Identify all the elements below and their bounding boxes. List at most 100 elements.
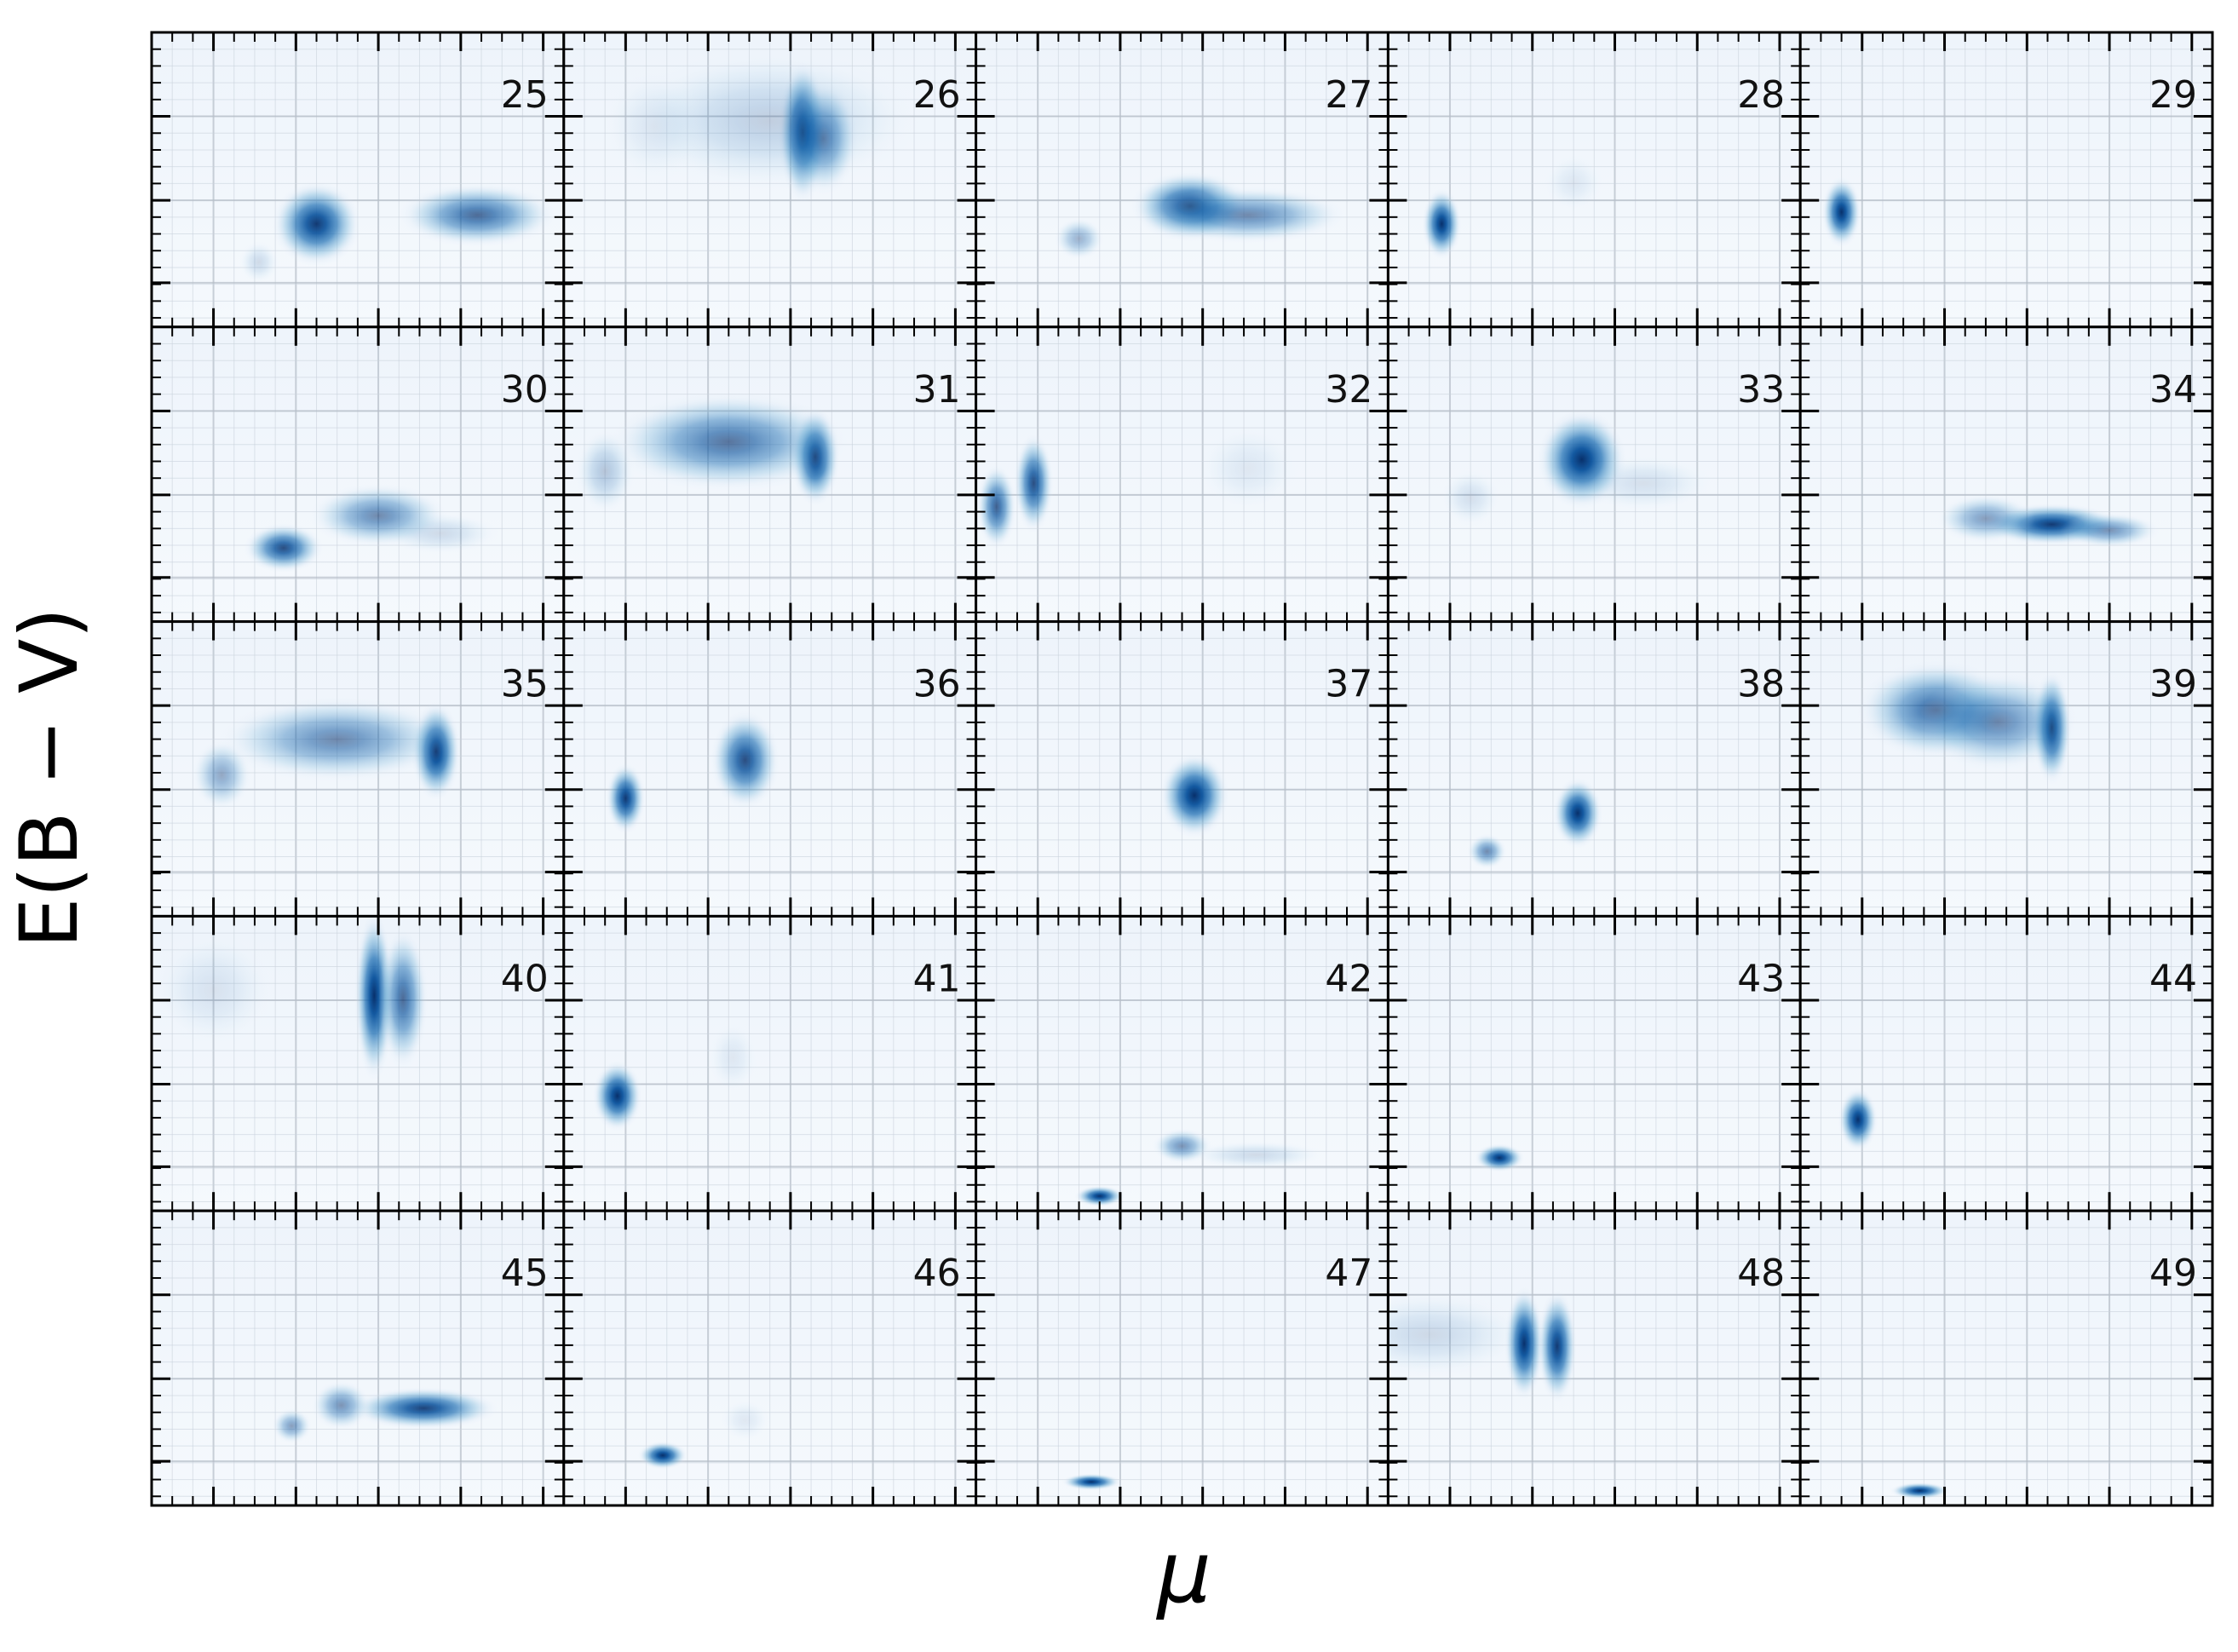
panel-label: 38 (1737, 663, 1785, 706)
density-blobs (244, 483, 500, 573)
panel-label: 49 (2149, 1252, 2197, 1295)
density-peak (244, 523, 324, 573)
density-peak (192, 739, 252, 810)
panel-43: 43 (1386, 914, 1802, 1212)
panel-ticks (1388, 620, 1801, 917)
density-blobs (637, 1398, 770, 1470)
panel-45: 45 (150, 1209, 566, 1507)
x-axis-label: μ (1155, 1522, 1211, 1622)
panel-label: 35 (501, 663, 549, 706)
density-blobs (1936, 493, 2160, 549)
density-peak (637, 1441, 688, 1470)
panel-30: 30 (150, 325, 566, 624)
density-peak (605, 70, 705, 184)
panel-gridlines (1388, 32, 1801, 327)
density-peak (1552, 777, 1602, 849)
density-blobs (153, 916, 429, 1081)
density-blobs (606, 711, 780, 834)
panel-gridlines (563, 326, 976, 622)
panel-label: 40 (501, 957, 549, 1000)
density-peak (1467, 833, 1507, 870)
panel-label: 44 (2149, 957, 2197, 1000)
density-peak (380, 511, 500, 555)
panel-ticks (1800, 32, 2212, 327)
panel-ticks (563, 915, 976, 1212)
density-peak (606, 763, 646, 834)
density-peak (2059, 512, 2160, 549)
density-blobs (192, 697, 461, 810)
density-peak (711, 711, 780, 810)
density-peak (311, 1380, 371, 1430)
panel-ticks (1388, 1210, 1801, 1505)
panel-ticks (152, 915, 564, 1212)
density-blobs (1054, 170, 1348, 260)
panel-label: 41 (913, 957, 961, 1000)
density-peak (1014, 433, 1054, 533)
density-peak (708, 1022, 758, 1093)
density-peak (1054, 217, 1104, 260)
density-peak (1838, 1087, 1878, 1152)
panel-gridlines (1800, 1210, 2212, 1505)
panel-31: 31 (562, 325, 978, 624)
density-blobs (1890, 1482, 1950, 1499)
density-blobs (605, 49, 918, 204)
density-peak (1821, 176, 1861, 248)
panel-label: 30 (501, 368, 549, 412)
density-blobs (1467, 777, 1602, 870)
density-blobs (575, 392, 848, 515)
panel-44: 44 (1798, 914, 2214, 1212)
panel-42: 42 (975, 914, 1389, 1212)
density-blobs (1838, 1087, 1878, 1152)
panels-layer: 25 26 27 28 29 30 31 32 33 34 35 36 37 38 39 40 41 42 43 44… (150, 31, 2214, 1507)
panel-33: 33 (1386, 325, 1802, 624)
density-peak (1574, 454, 1713, 512)
density-peak (976, 463, 1017, 550)
panel-label: 32 (1325, 368, 1372, 412)
panel-label: 26 (913, 73, 961, 117)
density-peak (1159, 752, 1229, 838)
density-peak (398, 183, 557, 247)
panel-47: 47 (975, 1209, 1389, 1507)
density-peak (1936, 493, 2035, 544)
panel-ticks (1800, 620, 2212, 917)
density-blobs (239, 181, 557, 284)
density-blobs (592, 1022, 758, 1131)
density-peak (349, 1386, 498, 1430)
density-blobs (1074, 1128, 1326, 1207)
panel-ticks (1800, 1210, 2212, 1505)
density-blobs (1159, 752, 1229, 838)
panel-label: 25 (501, 73, 549, 117)
panel-49: 49 (1798, 1209, 2214, 1507)
panel-39: 39 (1798, 620, 2214, 918)
panel-ticks (1800, 915, 2212, 1212)
density-peak (218, 697, 457, 782)
density-blobs (1856, 660, 2078, 785)
density-peak (1441, 469, 1500, 527)
panel-36: 36 (562, 620, 978, 918)
y-axis-label: E(B − V) (3, 607, 96, 948)
panel-label: 31 (913, 368, 961, 412)
panel-34: 34 (1798, 325, 2214, 624)
panel-ticks (975, 1210, 1389, 1505)
panel-gridlines (563, 915, 976, 1212)
panel-gridlines (1388, 915, 1801, 1212)
panel-37: 37 (975, 620, 1389, 918)
panel-label: 39 (2149, 663, 2197, 706)
density-blobs (1441, 410, 1713, 527)
panel-40: 40 (150, 914, 566, 1212)
panel-ticks (1800, 325, 2212, 622)
panel-46: 46 (562, 1209, 978, 1507)
panel-38: 38 (1386, 620, 1802, 918)
panel-label: 48 (1737, 1252, 1785, 1295)
density-peak (1890, 1482, 1950, 1499)
panel-48: 48 (1386, 1209, 1802, 1507)
density-peak (609, 392, 848, 492)
panel-41: 41 (562, 914, 978, 1212)
density-peak (1422, 188, 1462, 260)
density-blobs (272, 1380, 498, 1444)
panel-ticks (152, 620, 564, 917)
density-peak (575, 429, 636, 515)
density-peak (720, 1398, 770, 1442)
density-blobs (1821, 176, 1861, 248)
